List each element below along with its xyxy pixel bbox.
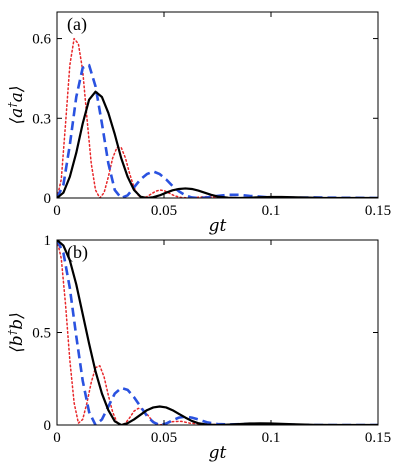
series-line-dashed: [57, 240, 378, 425]
y-axis-label: ⟨a†a⟩: [6, 85, 28, 124]
panel-label: (b): [67, 242, 88, 263]
series-group: [57, 240, 378, 425]
x-tick-label: 0: [53, 430, 61, 446]
x-tick-label: 0.1: [262, 203, 281, 219]
series-group: [57, 37, 378, 198]
series-line-solid: [57, 90, 378, 198]
y-tick-label: 0.3: [32, 111, 51, 127]
x-tick-label: 0.15: [365, 430, 391, 446]
x-tick-label: 0.15: [365, 203, 391, 219]
x-axis-label: gt: [209, 443, 227, 463]
series-line-solid: [57, 240, 378, 425]
x-tick-label: 0.05: [151, 203, 177, 219]
series-line-dotted: [57, 240, 378, 425]
series-line-dashed: [57, 63, 378, 198]
axes-frame: [56, 11, 379, 199]
y-tick-label: 0: [44, 191, 52, 207]
y-tick-label: 1: [44, 233, 52, 249]
x-tick-label: 0.05: [151, 430, 177, 446]
y-axis-label: ⟨b†b⟩: [6, 312, 28, 353]
panel-a: 0 0.05 0.1 0.15 0 0.3 0.6 (a) gt ⟨a†a⟩: [6, 11, 391, 236]
series-line-dotted: [57, 37, 378, 198]
panel-b: 0 0.05 0.1 0.15 0 0.5 1 (b) gt ⟨b†b⟩: [6, 233, 392, 463]
y-tick-label: 0: [44, 418, 52, 434]
y-tick-label: 0.6: [32, 32, 51, 48]
axes-frame: [56, 239, 379, 426]
x-tick-label: 0.1: [262, 430, 281, 446]
x-axis-label: gt: [209, 216, 227, 236]
x-tick-label: 0: [53, 203, 61, 219]
panel-label: (a): [67, 14, 87, 35]
y-tick-label: 0.5: [32, 326, 51, 342]
